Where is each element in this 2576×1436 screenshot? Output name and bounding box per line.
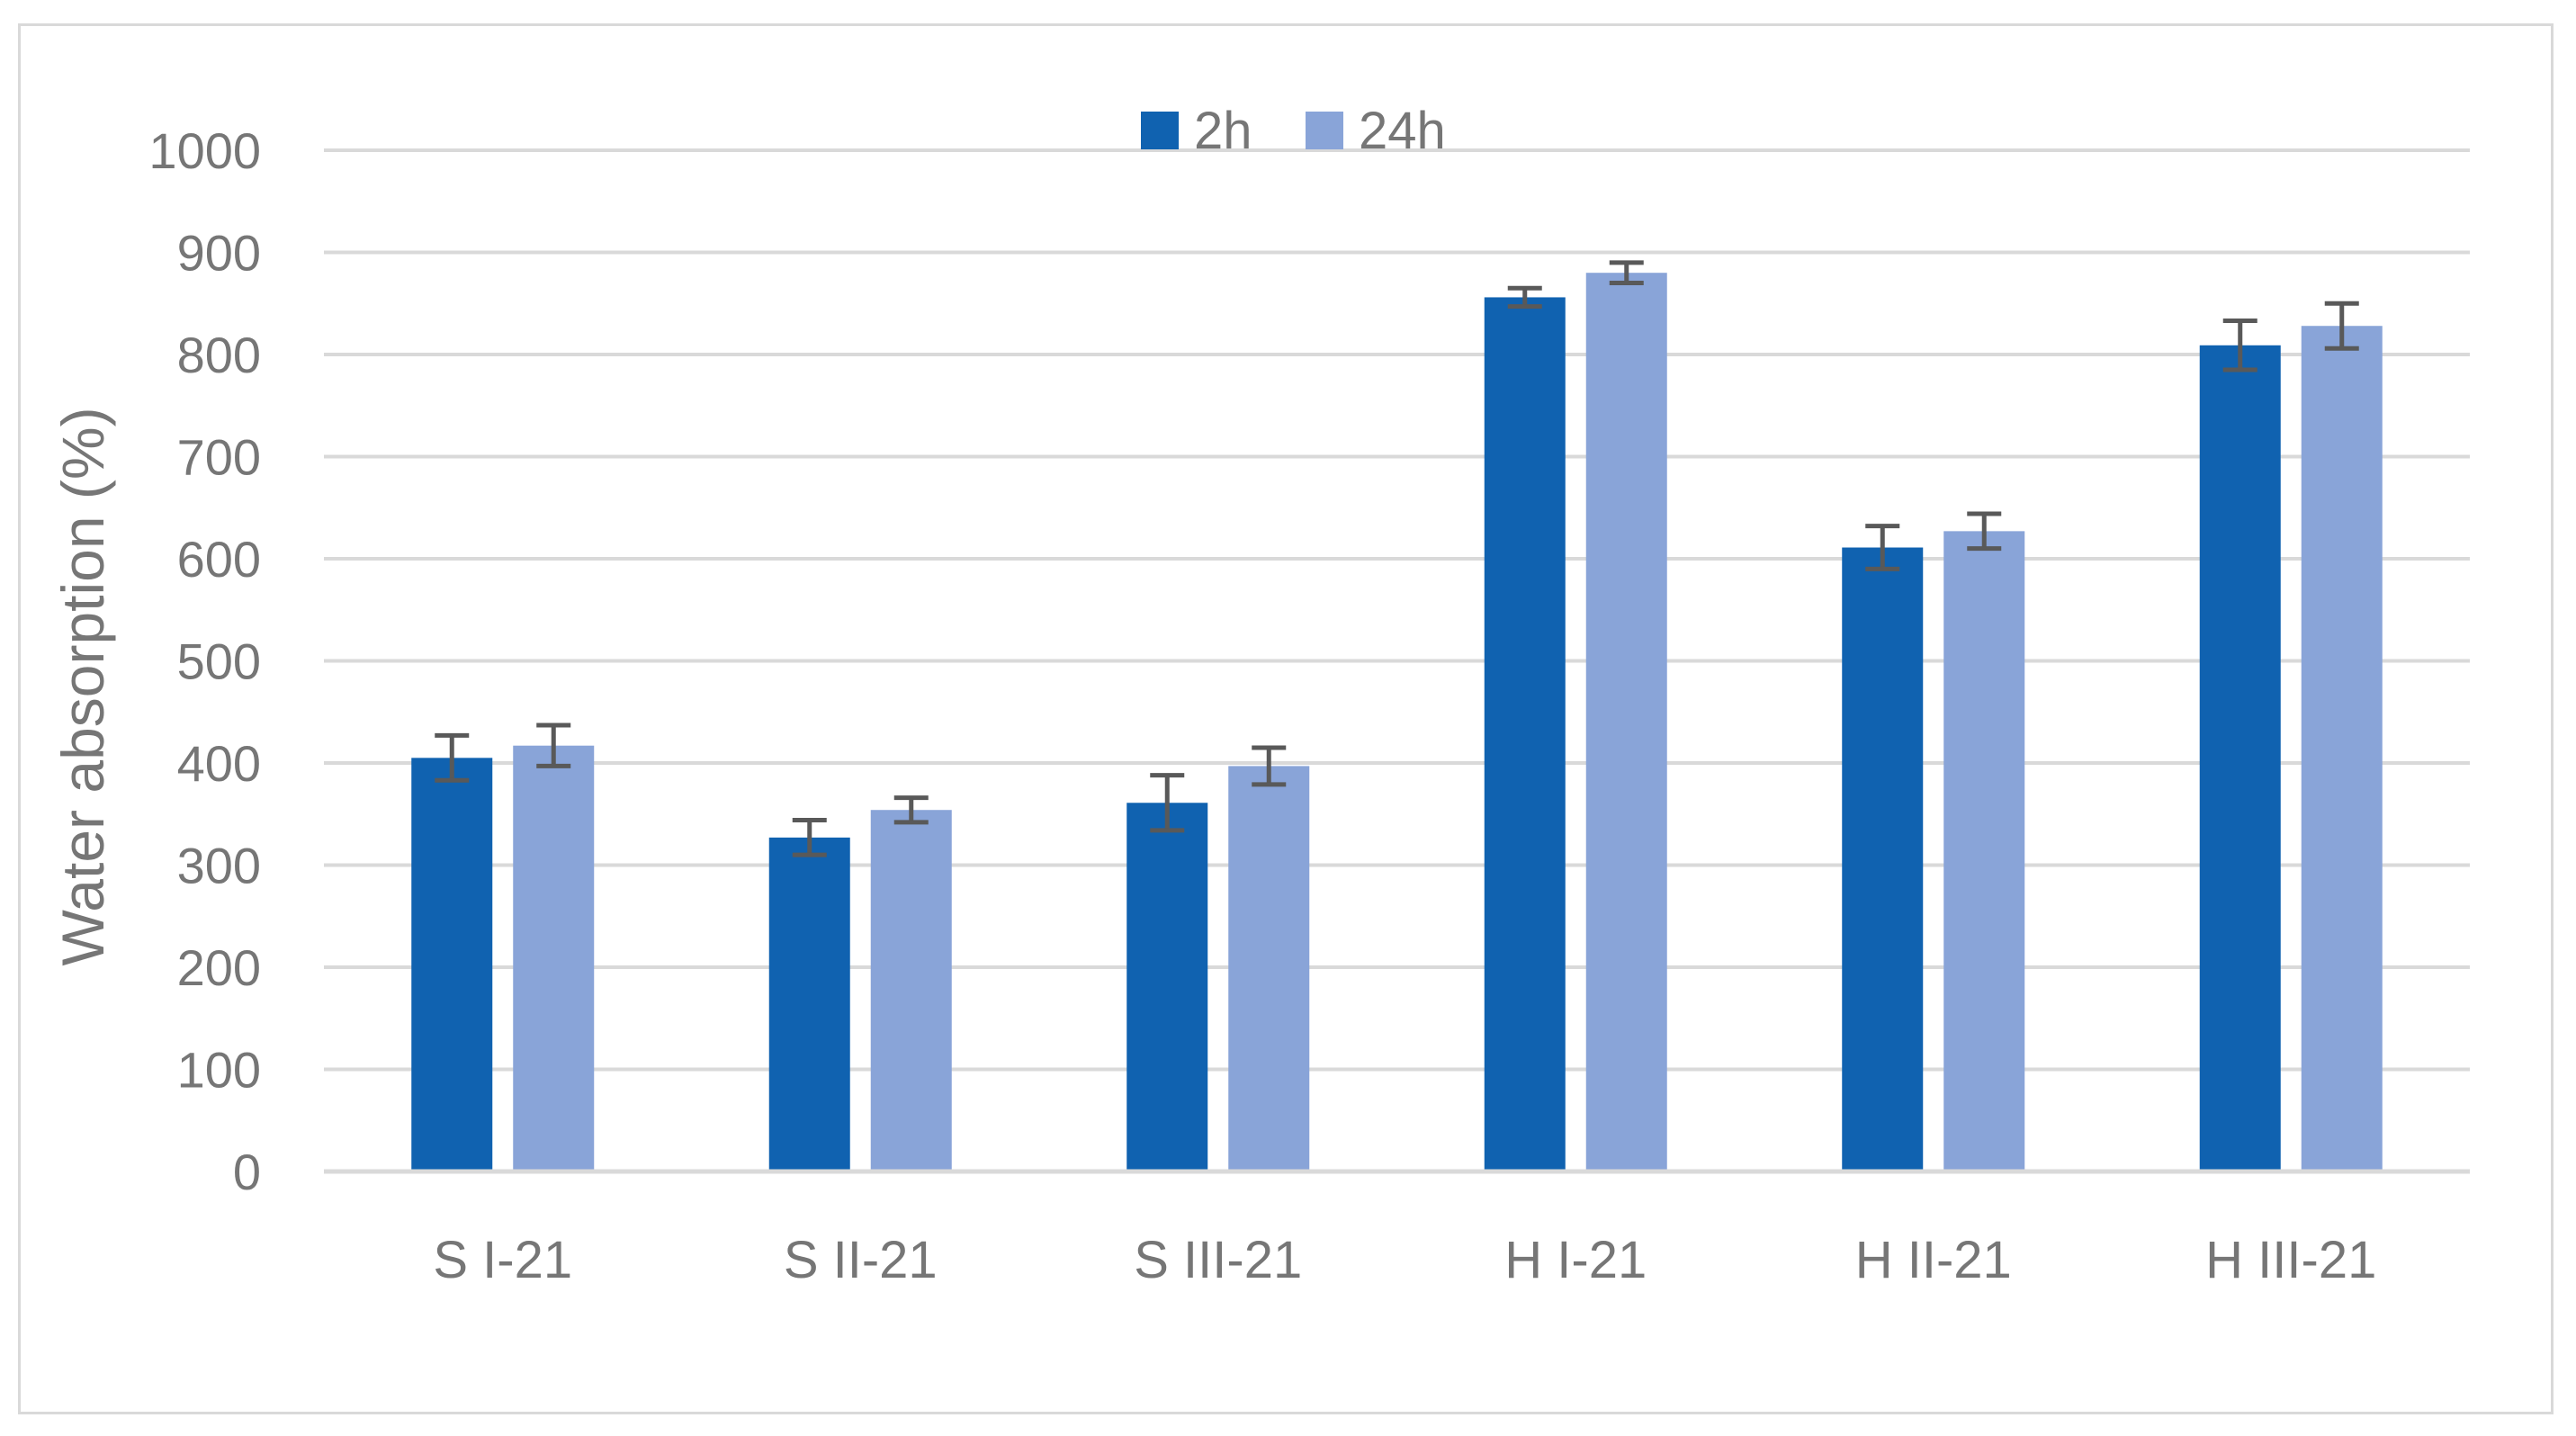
y-tick-label: 1000 xyxy=(148,122,261,179)
error-bar-2h-H-II-21 xyxy=(1865,524,1900,571)
error-bars xyxy=(435,260,2359,857)
y-tick-label: 900 xyxy=(177,225,261,282)
error-bar-24h-H-III-21 xyxy=(2324,301,2359,351)
legend-item-2h: 2h xyxy=(1141,102,1252,160)
y-tick-label: 800 xyxy=(177,327,261,383)
legend-item-24h: 24h xyxy=(1306,102,1446,160)
error-bar-24h-H-I-21 xyxy=(1609,260,1644,286)
x-category-label: S I-21 xyxy=(433,1231,572,1289)
error-bar-2h-H-III-21 xyxy=(2222,319,2257,372)
legend: 2h 24h xyxy=(1141,102,1446,160)
y-tick-label: 700 xyxy=(177,429,261,486)
bar-24h-S-I-21 xyxy=(513,745,595,1171)
bar-2h-H-II-21 xyxy=(1842,547,1924,1171)
bar-24h-S-II-21 xyxy=(870,810,952,1171)
legend-label: 24h xyxy=(1359,102,1446,160)
legend-swatch xyxy=(1141,112,1179,149)
error-bar-2h-S-III-21 xyxy=(1150,773,1185,833)
bar-2h-H-III-21 xyxy=(2199,345,2281,1171)
bars xyxy=(411,273,2383,1172)
error-bar-24h-H-II-21 xyxy=(1967,511,2002,552)
y-tick-label: 200 xyxy=(177,939,261,996)
y-tick-label: 500 xyxy=(177,633,261,690)
error-bar-24h-S-I-21 xyxy=(536,722,571,768)
y-tick-label: 100 xyxy=(177,1042,261,1099)
bar-24h-S-III-21 xyxy=(1228,766,1310,1171)
bar-24h-H-III-21 xyxy=(2301,326,2383,1172)
y-tick-label: 600 xyxy=(177,531,261,588)
legend-label: 2h xyxy=(1194,102,1252,160)
y-axis-tick-labels: 0 100 200 300 400 500 600 700 800 900 1000 xyxy=(148,122,261,1200)
x-category-label: H III-21 xyxy=(2205,1231,2376,1289)
legend-swatch xyxy=(1306,112,1343,149)
gridlines xyxy=(324,148,2470,1072)
error-bar-2h-S-II-21 xyxy=(792,818,827,857)
chart-frame xyxy=(18,23,2554,1414)
bar-2h-S-III-21 xyxy=(1126,803,1208,1171)
x-category-label: H II-21 xyxy=(1855,1231,2012,1289)
error-bar-2h-S-I-21 xyxy=(435,732,470,783)
y-axis-title: Water absorption (%) xyxy=(49,407,116,965)
x-category-label: H I-21 xyxy=(1504,1231,1647,1289)
bar-2h-S-II-21 xyxy=(768,837,850,1171)
x-category-label: S III-21 xyxy=(1134,1231,1302,1289)
y-tick-label: 0 xyxy=(233,1144,261,1200)
bar-2h-S-I-21 xyxy=(411,758,493,1171)
y-tick-label: 300 xyxy=(177,838,261,894)
x-axis-category-labels: S I-21 S II-21 S III-21 H I-21 H II-21 H III-… xyxy=(433,1231,2376,1289)
bar-24h-H-I-21 xyxy=(1585,273,1667,1171)
error-bar-24h-S-II-21 xyxy=(893,795,929,825)
y-tick-label: 400 xyxy=(177,735,261,792)
bar-24h-H-II-21 xyxy=(1943,531,2025,1171)
x-category-label: S II-21 xyxy=(784,1231,938,1289)
error-bar-2h-H-I-21 xyxy=(1507,285,1542,310)
error-bar-24h-S-III-21 xyxy=(1252,745,1287,787)
bar-2h-H-I-21 xyxy=(1484,297,1566,1171)
